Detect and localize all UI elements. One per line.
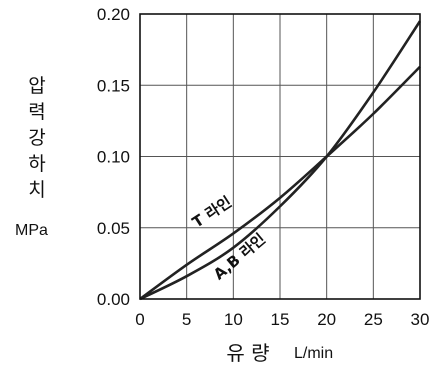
y-tick-label: 0.15	[97, 76, 130, 95]
y-axis-label-char: 치	[28, 179, 46, 201]
x-axis-label: 유 량	[226, 341, 269, 365]
y-axis-label-char: 강	[28, 127, 46, 149]
x-tick-label: 20	[317, 310, 336, 329]
series-line-ab-line	[139, 20, 422, 301]
y-axis-label-char: 하	[28, 153, 46, 175]
x-axis-unit: L/min	[294, 345, 334, 362]
series-line-t-line	[139, 65, 421, 301]
series-label-t-line: T 라인	[189, 193, 235, 232]
x-tick-label: 25	[364, 310, 383, 329]
y-axis-label-char: 력	[28, 101, 46, 123]
grid	[140, 14, 420, 299]
y-tick-label: 0.05	[97, 219, 130, 238]
series-lines	[139, 20, 422, 301]
x-tick-label: 15	[271, 310, 290, 329]
y-tick-label: 0.20	[97, 5, 130, 24]
x-tick-label: 10	[224, 310, 243, 329]
x-tick-label: 5	[182, 310, 191, 329]
y-axis-unit: MPa	[15, 222, 48, 239]
plot-frame	[139, 13, 421, 300]
curve-labels: T 라인A,B 라인	[189, 193, 269, 284]
x-tick-label: 30	[411, 310, 430, 329]
y-tick-label: 0.00	[97, 290, 130, 309]
y-tick-label: 0.10	[97, 148, 130, 167]
x-tick-label: 0	[135, 310, 144, 329]
tick-labels: 0 5 10 15 20 25 30 0.00 0.05 0.10 0.15 0.20	[97, 5, 430, 329]
y-axis-label-char: 압	[28, 75, 46, 97]
